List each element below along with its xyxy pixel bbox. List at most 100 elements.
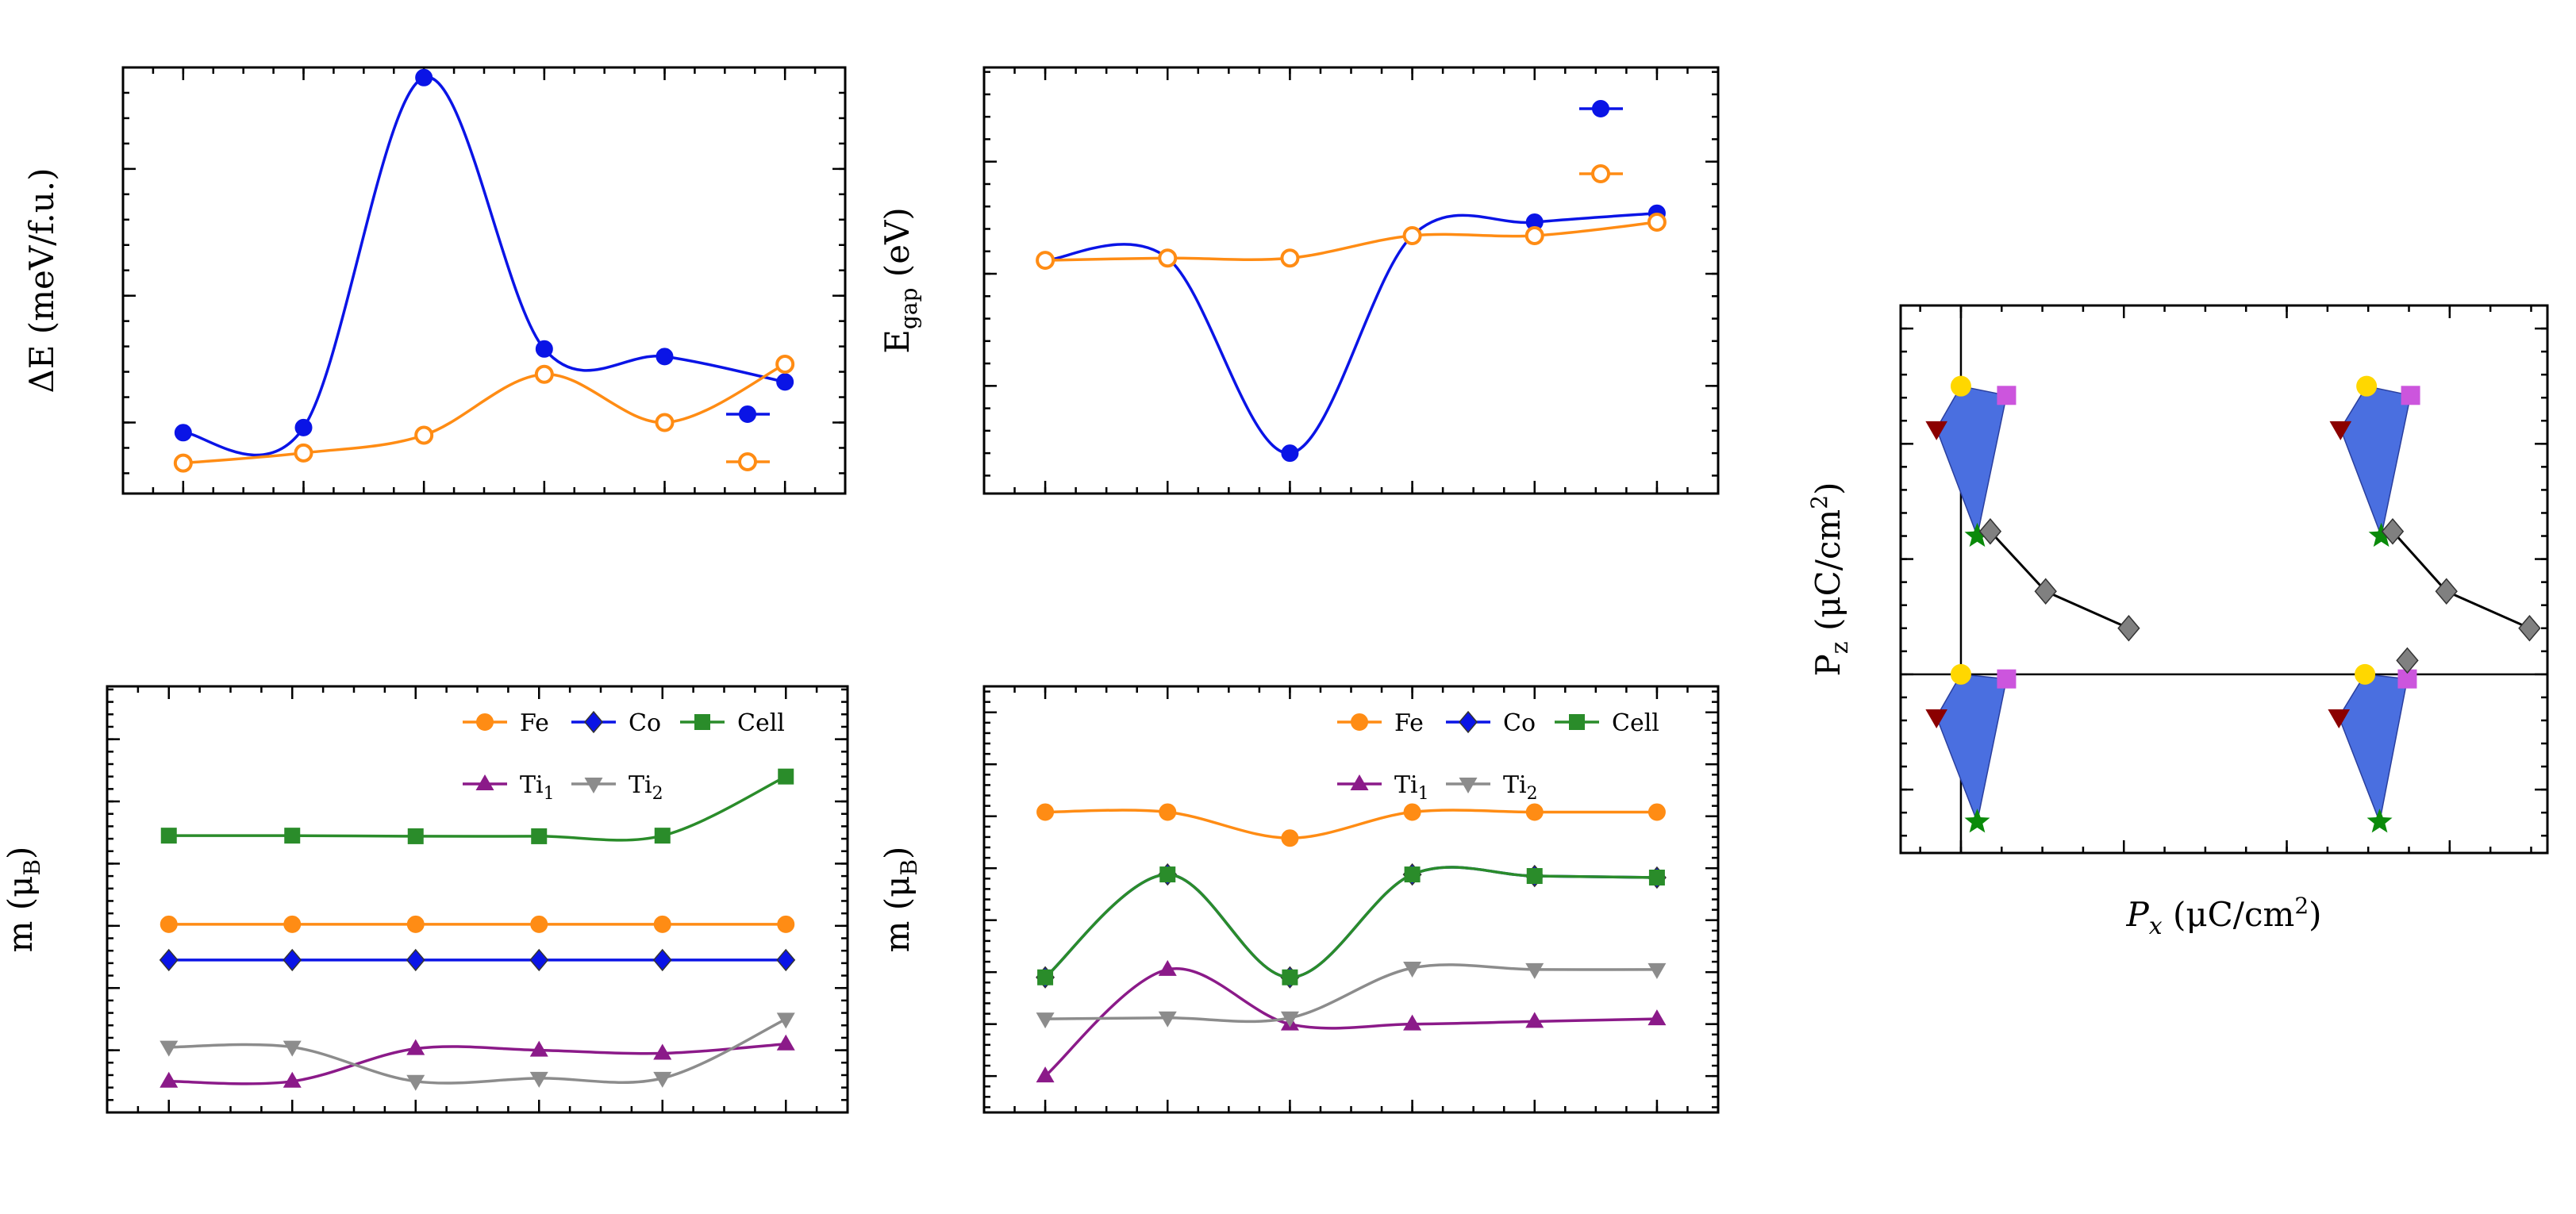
- legend-label: Ti1: [1394, 771, 1429, 804]
- legend-label: Ti2: [629, 771, 663, 804]
- data-point: [1925, 709, 1947, 728]
- data-point: [406, 948, 425, 972]
- data-point: [1036, 251, 1055, 271]
- data-point: [284, 828, 301, 844]
- data-point: [407, 828, 424, 844]
- legend-marker: [476, 713, 494, 731]
- data-point: [2329, 421, 2352, 440]
- legend-label: Ti2: [1503, 771, 1538, 804]
- data-point: [534, 364, 554, 384]
- series-ti2: [160, 1012, 795, 1091]
- data-point: [2117, 614, 2140, 642]
- data-point: [1524, 225, 1544, 245]
- y-axis-label: ΔE (meV/f.u.): [22, 167, 61, 393]
- data-point: [529, 1071, 548, 1088]
- legend-label: Cell: [737, 709, 785, 737]
- series-line: [168, 775, 787, 842]
- data-point: [1648, 869, 1665, 886]
- panel-c: m (μB) Fe Co Cell Ti1 Ti2: [1, 685, 849, 1114]
- legend-marker: [739, 405, 756, 423]
- data-point: [415, 68, 433, 86]
- data-point: [283, 1040, 302, 1057]
- series-ti1: [160, 1034, 795, 1088]
- data-point: [406, 915, 425, 933]
- legend-marker: [1459, 710, 1478, 734]
- data-point: [1525, 962, 1544, 979]
- markers-triangle-down: [1925, 421, 2352, 728]
- series-line: [1044, 866, 1657, 979]
- data-point: [1997, 669, 2017, 689]
- legend-label: Co: [629, 709, 661, 737]
- data-point: [1402, 225, 1422, 245]
- markers-star: [1964, 522, 2394, 833]
- data-point: [653, 915, 671, 933]
- legend-marker: [1591, 164, 1610, 183]
- data-point: [529, 1040, 548, 1057]
- polarization-region: [2340, 385, 2412, 539]
- data-point: [1404, 866, 1421, 883]
- data-point: [160, 1040, 179, 1057]
- data-point: [1036, 1012, 1055, 1029]
- series-line: [1044, 866, 1657, 979]
- data-point: [1158, 248, 1178, 268]
- series-line: [1044, 966, 1657, 1078]
- series-fe: [160, 915, 795, 933]
- data-point: [1526, 868, 1543, 885]
- data-point: [160, 915, 178, 933]
- series-afm: [174, 68, 794, 457]
- data-point: [530, 915, 548, 933]
- series-line: [183, 363, 786, 465]
- data-point: [653, 1071, 672, 1088]
- data-point: [1158, 1011, 1177, 1028]
- data-point: [654, 828, 671, 844]
- series-ti2: [1036, 961, 1667, 1029]
- polarization-region: [1936, 674, 2008, 824]
- data-point: [777, 915, 795, 933]
- series-fm: [173, 354, 795, 473]
- legend-marker: [694, 714, 710, 730]
- data-point: [406, 1074, 425, 1091]
- data-point: [1647, 803, 1666, 821]
- data-point: [2401, 386, 2420, 405]
- series-co: [159, 948, 796, 972]
- series-line: [168, 1017, 787, 1085]
- data-point: [1978, 517, 2002, 545]
- data-point: [1525, 1012, 1544, 1028]
- legend-label: Cell: [1612, 709, 1659, 737]
- plot-frame: [1899, 304, 2549, 855]
- legend-label: Ti1: [520, 771, 555, 804]
- x-axis-label: Px (μC/cm2): [2125, 893, 2321, 940]
- data-point: [2396, 647, 2419, 674]
- data-point: [1925, 421, 1947, 440]
- legend-marker: [738, 452, 757, 471]
- data-point: [1403, 803, 1421, 821]
- series-ti1: [1036, 959, 1667, 1083]
- series-fm: [1036, 213, 1667, 271]
- data-point: [652, 948, 672, 972]
- data-point: [174, 424, 192, 442]
- legend: [726, 405, 770, 471]
- legend: Fe Co Cell Ti1 Ti2: [463, 709, 785, 804]
- panel-b: Egap (eV): [878, 66, 1720, 495]
- data-point: [2366, 808, 2393, 833]
- data-point: [776, 1034, 795, 1051]
- series-line: [1045, 221, 1658, 262]
- polarization-region: [1936, 385, 2008, 539]
- series-line: [1045, 809, 1657, 839]
- data-point: [1281, 829, 1299, 847]
- data-point: [1036, 803, 1055, 821]
- legend-marker: [584, 778, 603, 793]
- legend-label: Fe: [1394, 709, 1424, 737]
- legend-marker: [1592, 100, 1609, 117]
- y-axis-label: Egap (eV): [878, 207, 922, 354]
- data-point: [776, 373, 794, 391]
- data-point: [1950, 663, 1971, 685]
- data-point: [173, 453, 193, 473]
- data-point: [775, 354, 795, 374]
- data-point: [1280, 248, 1300, 268]
- data-point: [2328, 709, 2351, 728]
- data-point: [160, 828, 177, 844]
- data-point: [2368, 522, 2394, 547]
- data-point: [1158, 959, 1177, 976]
